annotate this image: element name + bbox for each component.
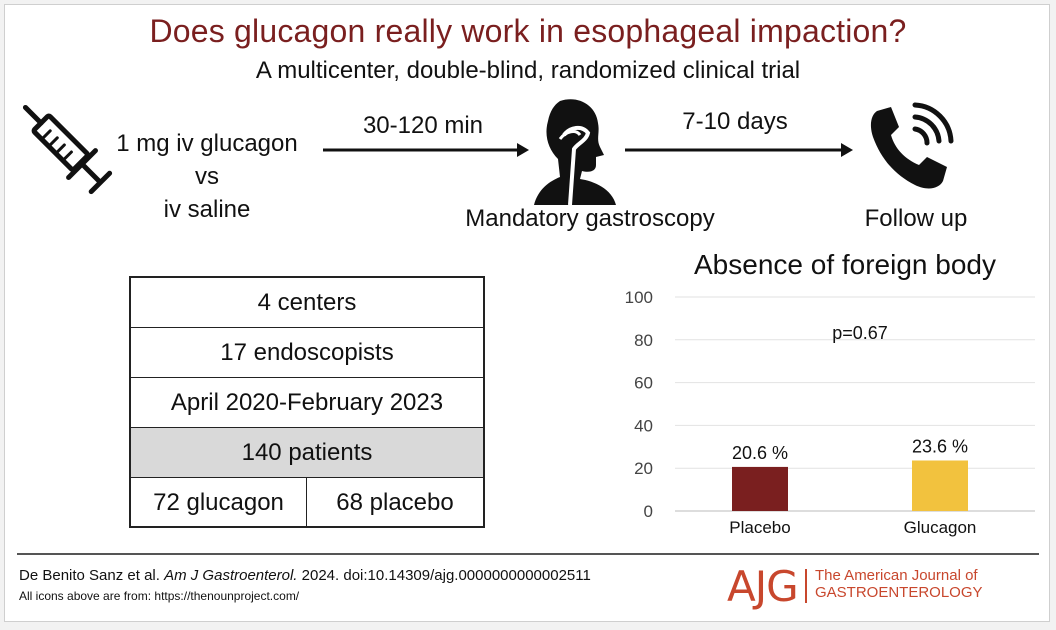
procedure-label: Mandatory gastroscopy: [465, 205, 715, 232]
study-summary-table: 4 centers 17 endoscopists April 2020-Feb…: [129, 276, 485, 528]
table-cell-glucagon-group: 72 glucagon: [131, 478, 307, 528]
citation-details: 2024. doi:10.14309/ajg.0000000000002511: [297, 567, 591, 584]
table-cell-period: April 2020-February 2023: [170, 388, 444, 416]
table-cell-endoscopists: 17 endoscopists: [220, 338, 394, 366]
citation-journal: Am J Gastroenterol.: [164, 567, 298, 584]
bar-chart: 0 20 40 60 80 100 20.6 % 23.6 % Placebo Glucago…: [625, 288, 1035, 537]
table-cell-patients: 140 patients: [241, 438, 373, 466]
table-row: 140 patients: [131, 428, 483, 478]
ajg-logo: AJG: [727, 562, 799, 611]
phone-icon: [870, 102, 954, 189]
arrow-right-icon: [323, 143, 529, 157]
table-row: 17 endoscopists: [131, 328, 483, 378]
table-row: 72 glucagon 68 placebo: [131, 478, 483, 528]
intervention-saline: iv saline: [163, 196, 251, 223]
page-subtitle: A multicenter, double-blind, randomized …: [255, 57, 801, 84]
citation: De Benito Sanz et al. Am J Gastroenterol…: [19, 567, 591, 584]
table-row: 4 centers: [131, 278, 483, 328]
x-tick-label: Placebo: [729, 518, 790, 537]
bar-value-label: 20.6 %: [732, 443, 788, 463]
bar-value-label: 23.6 %: [912, 436, 968, 456]
chart-bars: [732, 460, 968, 511]
page-title: Does glucagon really work in esophageal …: [149, 13, 907, 49]
x-tick-label: Glucagon: [904, 518, 977, 537]
y-tick-label: 80: [634, 331, 653, 350]
logo-divider: [805, 569, 807, 603]
journal-name-line1: The American Journal of: [815, 567, 978, 584]
bar-glucagon: [912, 460, 968, 511]
citation-authors: De Benito Sanz et al.: [19, 567, 165, 584]
chart-y-axis: 0 20 40 60 80 100: [625, 288, 653, 521]
intervention-vs: vs: [195, 163, 219, 190]
chart-x-axis: Placebo Glucagon: [729, 518, 976, 537]
icons-attribution: All icons above are from: https://thenou…: [19, 589, 300, 603]
intervention-text: 1 mg iv glucagon vs iv saline: [97, 127, 317, 226]
y-tick-label: 20: [634, 459, 653, 478]
interval-label-2: 7-10 days: [682, 108, 788, 135]
chart-value-labels: 20.6 % 23.6 %: [732, 436, 968, 462]
y-tick-label: 100: [625, 288, 653, 307]
p-value-annotation: p=0.67: [832, 323, 888, 343]
y-tick-label: 0: [644, 502, 653, 521]
followup-label: Follow up: [864, 205, 968, 232]
intervention-glucagon: 1 mg iv glucagon: [116, 130, 298, 157]
journal-name: The American Journal of GASTROENTEROLOGY: [815, 567, 983, 601]
footer-divider: [17, 553, 1039, 555]
chart-title: Absence of foreign body: [694, 249, 996, 280]
y-tick-label: 60: [634, 374, 653, 393]
gastroscopy-person-icon: [534, 99, 616, 205]
y-tick-label: 40: [634, 416, 653, 435]
table-row: April 2020-February 2023: [131, 378, 483, 428]
syringe-icon: [22, 104, 113, 195]
journal-name-line2: GASTROENTEROLOGY: [815, 584, 983, 601]
interval-label-1: 30-120 min: [362, 112, 484, 139]
bar-placebo: [732, 466, 788, 511]
arrow-right-icon: [625, 143, 853, 157]
table-cell-placebo-group: 68 placebo: [336, 489, 454, 516]
graphical-abstract: Does glucagon really work in esophageal …: [4, 4, 1050, 622]
table-cell-centers: 4 centers: [257, 288, 357, 316]
